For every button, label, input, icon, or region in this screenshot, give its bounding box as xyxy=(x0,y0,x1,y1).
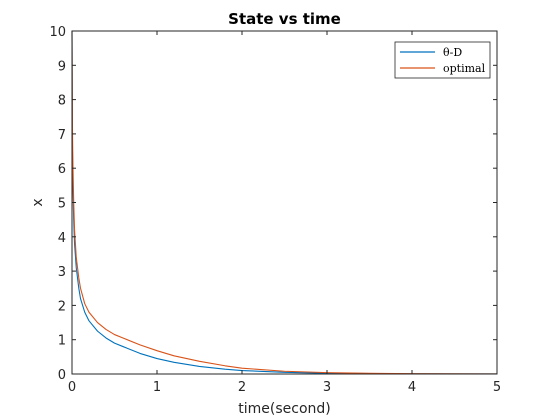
x-tick-label: 2 xyxy=(238,380,246,395)
series-line-2 xyxy=(71,30,498,375)
tick-layer: 0 1 2 3 4 5 0 1 2 3 4 5 6 7 8 9 10 xyxy=(49,25,501,395)
y-tick-label: 6 xyxy=(58,162,66,177)
plot-area xyxy=(72,31,497,374)
y-tick-label: 2 xyxy=(58,299,66,314)
y-tick-label: 9 xyxy=(58,59,66,74)
y-tick-label: 10 xyxy=(49,25,66,40)
y-tick-label: 0 xyxy=(58,368,66,383)
legend-label-2: optimal xyxy=(443,62,486,75)
series-line-1 xyxy=(71,30,498,375)
x-tick-label: 1 xyxy=(153,380,161,395)
x-axis-label: time(second) xyxy=(238,401,330,417)
legend: θ-D optimal xyxy=(394,41,491,79)
legend-box xyxy=(394,41,491,79)
series-layer xyxy=(71,30,498,375)
legend-label-1: θ-D xyxy=(443,46,462,59)
x-tick-label: 5 xyxy=(493,380,501,395)
chart-title: State vs time xyxy=(228,10,341,28)
y-tick-label: 4 xyxy=(58,231,66,246)
x-tick-label: 4 xyxy=(408,380,416,395)
x-tick-label: 3 xyxy=(323,380,331,395)
y-axis-label: x xyxy=(30,198,46,206)
y-tick-label: 1 xyxy=(58,334,66,349)
y-tick-label: 7 xyxy=(58,128,66,143)
x-tick-label: 0 xyxy=(68,380,76,395)
y-tick-label: 3 xyxy=(58,265,66,280)
y-tick-label: 5 xyxy=(58,197,66,212)
y-tick-label: 8 xyxy=(58,94,66,109)
